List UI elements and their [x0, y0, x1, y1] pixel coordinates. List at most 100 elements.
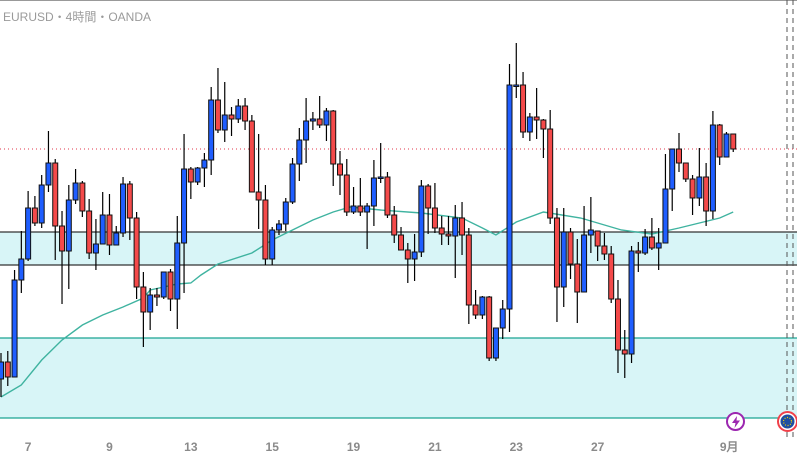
candle [92, 219, 99, 270]
candle [350, 187, 357, 214]
candle [303, 98, 310, 163]
candle-body [92, 243, 99, 254]
candle [411, 234, 418, 281]
candle [309, 112, 316, 130]
candle [248, 115, 255, 193]
candle [140, 272, 147, 347]
candle [120, 177, 127, 237]
candle [662, 154, 669, 244]
candle-body [492, 327, 499, 359]
candles [0, 43, 737, 397]
candle [486, 296, 493, 361]
candle [520, 72, 527, 138]
candle [479, 296, 486, 319]
candle [72, 169, 79, 204]
candle [587, 197, 594, 253]
x-axis-label: 27 [591, 440, 605, 454]
candle-body [133, 217, 140, 288]
candle [174, 216, 181, 329]
candle [709, 111, 716, 219]
candle-body [621, 349, 628, 355]
candle [452, 205, 459, 278]
candle [364, 203, 371, 249]
candle-body [303, 120, 310, 141]
candle-body [147, 294, 154, 313]
candle-body [316, 118, 323, 126]
x-axis-label: 13 [184, 440, 198, 454]
candle-body [553, 217, 560, 288]
candle [18, 231, 25, 293]
candle [553, 208, 560, 322]
candle [533, 88, 540, 139]
candle [282, 198, 289, 231]
candle-body [59, 225, 66, 252]
candle [214, 68, 221, 133]
candle [113, 226, 120, 246]
candle [642, 229, 649, 255]
candle-body [25, 207, 32, 260]
candle [418, 180, 425, 257]
candle [316, 96, 323, 128]
candle [459, 202, 466, 255]
candle-body [18, 258, 25, 281]
candle [635, 242, 642, 272]
candle [153, 288, 160, 306]
candle-body [350, 205, 357, 213]
candle-body [438, 227, 445, 235]
candle [133, 212, 140, 299]
candle-body [709, 124, 716, 212]
candle [296, 128, 303, 181]
candle-body [567, 231, 574, 265]
candle [337, 151, 343, 195]
lightning-event-icon[interactable] [726, 412, 745, 431]
candle-body [289, 163, 296, 203]
candle [187, 167, 194, 199]
candle [614, 280, 621, 373]
candle-body [614, 298, 621, 351]
candle [492, 327, 499, 361]
candle-body [11, 279, 18, 378]
candle-body [601, 245, 608, 255]
candle [201, 153, 208, 187]
candle [377, 143, 384, 183]
candle [275, 220, 282, 235]
candle [391, 206, 398, 243]
candle-body [635, 250, 642, 254]
candle [38, 175, 45, 228]
candle-body [201, 159, 208, 169]
candle [703, 163, 710, 226]
candle [235, 99, 242, 123]
candle [513, 43, 520, 98]
candle-body [126, 183, 133, 219]
candle-body [581, 234, 588, 293]
candle [540, 119, 547, 158]
candle-body [357, 205, 364, 213]
candle [45, 131, 52, 192]
candle [370, 160, 377, 226]
x-axis-label: 9 [106, 440, 113, 454]
candle-body [65, 199, 72, 252]
candle-body [411, 251, 418, 260]
top-border [0, 0, 797, 1]
candle-body [187, 168, 194, 183]
candle-body [181, 168, 188, 244]
candle-body [296, 139, 303, 165]
candle-body [214, 99, 221, 131]
candle-body [269, 229, 276, 260]
candle-body [248, 120, 255, 193]
candle [689, 175, 696, 215]
x-axis-label: 15 [266, 440, 280, 454]
eu-flag-icon[interactable] [777, 411, 797, 432]
candle-body [648, 236, 655, 249]
candle [581, 206, 588, 293]
candle-body [364, 205, 371, 213]
candle-body [506, 84, 513, 310]
candle-body [560, 231, 567, 288]
candle [269, 227, 276, 265]
candle [655, 228, 662, 270]
candle-body [533, 116, 540, 121]
candle-body [72, 182, 79, 201]
candle [398, 227, 405, 251]
x-axis-label: 23 [510, 440, 524, 454]
